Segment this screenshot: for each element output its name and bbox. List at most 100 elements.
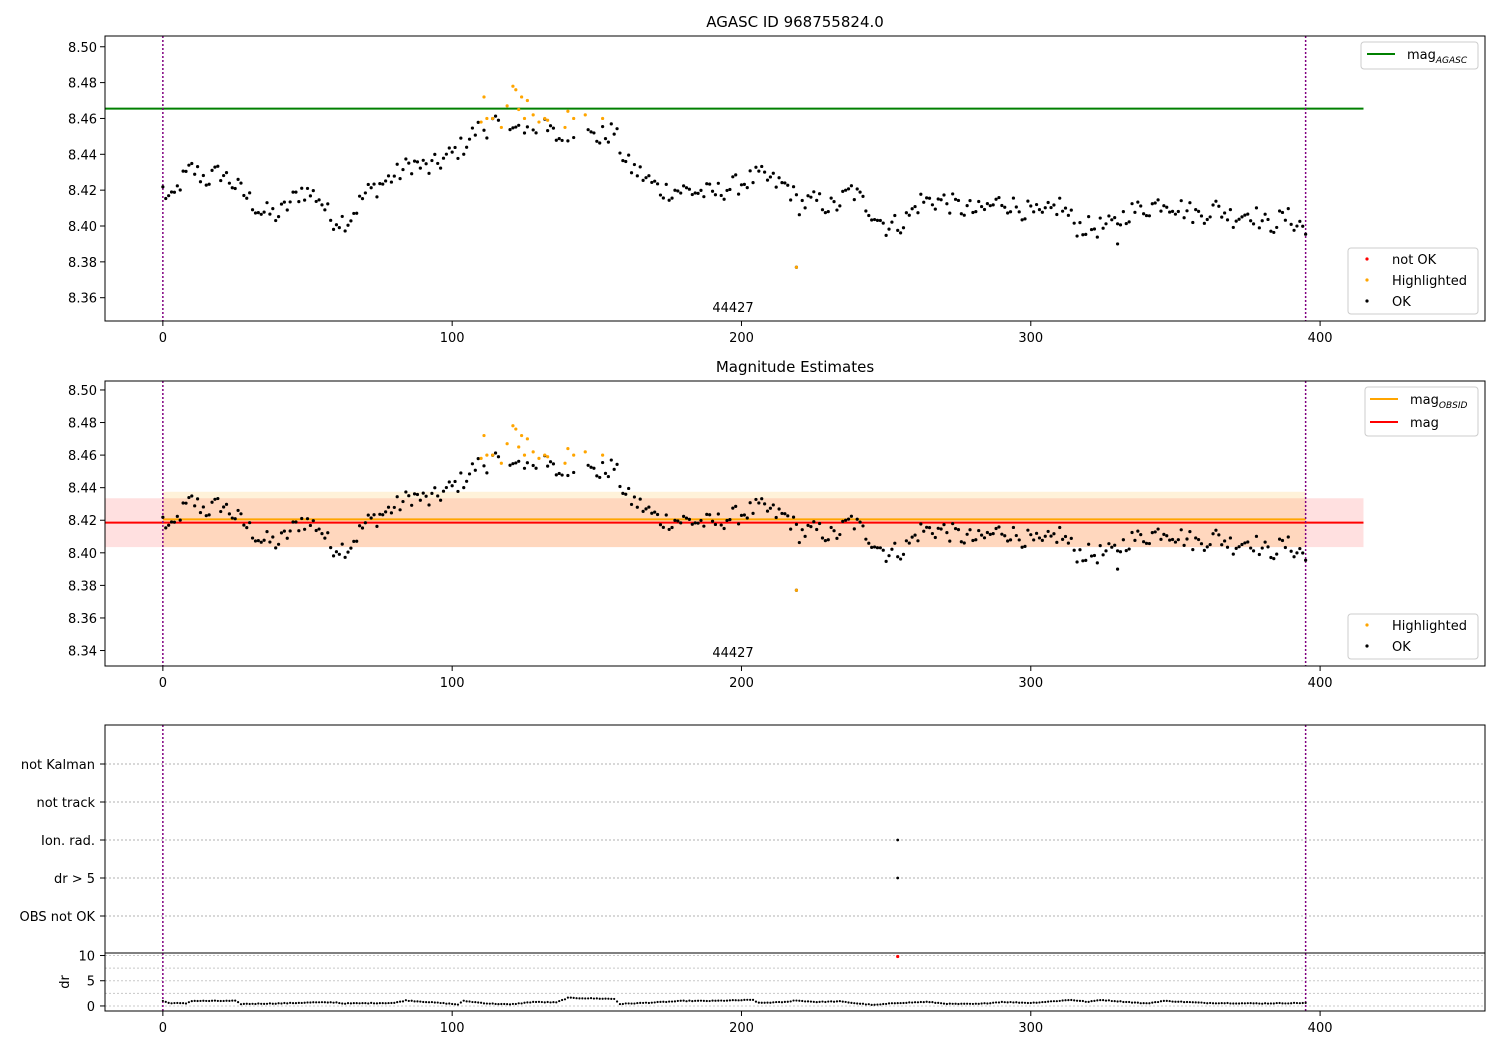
dr-point — [477, 1001, 480, 1004]
point-ok — [887, 554, 891, 558]
point-ok — [977, 528, 981, 533]
point-ok — [311, 189, 315, 193]
panel2-legend-bottom: Highlighted OK — [1347, 613, 1479, 660]
point-ok — [1280, 538, 1285, 543]
dr-point — [937, 1001, 940, 1004]
panel1-points — [161, 84, 1308, 269]
point-highlighted — [499, 461, 503, 465]
point-ok — [551, 462, 556, 466]
dr-point — [592, 997, 596, 1000]
point-ok — [557, 137, 561, 141]
point-ok — [901, 552, 906, 556]
dr-point — [1026, 1001, 1029, 1005]
dr-point — [694, 999, 697, 1002]
dr-point — [659, 1000, 662, 1003]
dr-point — [1209, 1001, 1212, 1005]
dr-point — [665, 1000, 668, 1004]
point-ok — [1211, 203, 1215, 207]
point-ok — [300, 516, 304, 521]
dr-point — [537, 1000, 541, 1003]
point-ok — [606, 140, 610, 144]
dr-point — [427, 1001, 431, 1004]
point-ok — [1046, 200, 1050, 205]
dr-point — [355, 1002, 358, 1005]
point-ok — [962, 213, 966, 217]
point-ok — [210, 500, 214, 504]
dr-point — [407, 999, 410, 1003]
legend-label-mag-obsid: magOBSID — [1410, 393, 1468, 411]
point-ok — [407, 494, 411, 498]
dr-point — [271, 1002, 274, 1005]
point-ok — [710, 519, 715, 523]
dr-point — [702, 999, 705, 1002]
point-ok — [450, 150, 454, 154]
point-ok — [1170, 537, 1175, 542]
point-ok — [603, 471, 608, 476]
point-ok — [609, 458, 613, 462]
ytick-label: 8.48 — [68, 417, 97, 432]
point-ok — [1176, 538, 1180, 542]
point-ok — [485, 136, 489, 140]
point-ok — [572, 135, 576, 140]
point-ok — [534, 131, 538, 135]
point-ok — [936, 197, 940, 201]
dr-point — [1133, 1001, 1137, 1004]
dr-point — [954, 1002, 957, 1005]
point-ok — [482, 464, 486, 468]
point-ok — [835, 208, 839, 212]
point-ok — [864, 537, 868, 541]
point-ok — [1014, 533, 1018, 538]
point-ok — [265, 530, 269, 534]
dr-point — [312, 1001, 315, 1004]
point-ok — [1214, 528, 1218, 532]
point-ok — [1234, 546, 1238, 550]
point-ok — [349, 546, 353, 550]
point-highlighted — [485, 453, 489, 457]
point-ok — [459, 136, 463, 140]
point-ok — [624, 492, 628, 496]
point-ok — [476, 120, 480, 124]
dr-point — [856, 1002, 859, 1005]
point-ok — [1292, 228, 1296, 232]
dr-point — [1047, 1000, 1050, 1003]
point-ok — [829, 196, 833, 200]
dr-point — [893, 1002, 896, 1005]
point-highlighted — [517, 445, 521, 449]
point-ok — [835, 536, 839, 540]
point-ok — [852, 527, 856, 531]
point-ok — [204, 183, 208, 187]
dr-point — [1102, 999, 1105, 1002]
point-ok — [618, 484, 622, 489]
point-ok — [655, 182, 660, 186]
point-ok — [291, 520, 295, 524]
dr-point — [1240, 1002, 1244, 1005]
point-ok — [1084, 232, 1088, 236]
point-ok — [1223, 539, 1227, 543]
dr-point — [1145, 1002, 1148, 1005]
point-ok — [404, 157, 408, 161]
point-highlighted — [517, 107, 521, 112]
point-ok — [1006, 539, 1010, 543]
dr-point — [491, 1002, 494, 1005]
dr-point — [245, 1002, 248, 1005]
point-ok — [661, 196, 665, 200]
dr-point — [598, 997, 601, 1000]
point-ok — [870, 218, 874, 222]
dr-point — [983, 1002, 986, 1005]
point-ok — [1020, 545, 1024, 549]
point-ok — [806, 523, 810, 527]
dr-point — [552, 1001, 555, 1004]
point-ok — [366, 513, 370, 517]
point-ok — [1055, 212, 1059, 217]
dr-point — [187, 1001, 190, 1004]
point-ok — [589, 130, 593, 134]
dr-point — [1174, 1000, 1177, 1003]
point-ok — [259, 540, 263, 544]
point-ok — [363, 521, 367, 525]
point-ok — [511, 126, 515, 130]
dr-point — [882, 1002, 885, 1006]
dr-point — [572, 996, 575, 999]
point-ok — [433, 152, 437, 157]
point-ok — [1165, 205, 1169, 209]
point-ok — [1081, 233, 1085, 237]
